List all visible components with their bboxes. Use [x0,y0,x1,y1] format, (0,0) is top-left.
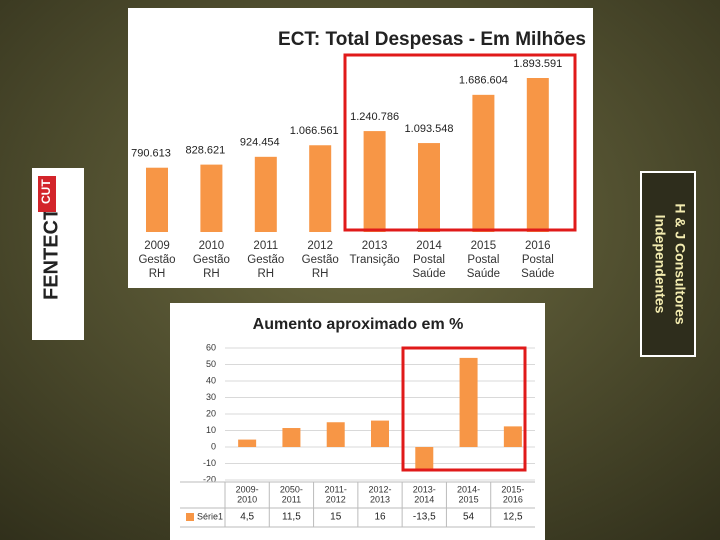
bar [146,167,168,232]
x-tick-label: 2013- [413,484,436,494]
y-tick-label: 0 [211,441,216,451]
x-tick-label: Saúde [521,268,554,280]
table-value: 54 [463,512,475,523]
x-tick-label: 2050- [280,484,303,494]
legend-swatch [186,513,194,521]
bar [503,426,522,447]
bar [309,145,332,232]
data-label: 924.454 [240,137,280,149]
data-label: 1.093.548 [405,123,454,135]
x-tick-label: 2015 [459,494,479,504]
x-tick-label: RH [203,268,220,280]
x-tick-label: 2010 [199,240,225,252]
y-tick-label: 30 [206,392,216,402]
x-tick-label: 2014- [457,484,480,494]
side-box [640,171,696,357]
bar [418,143,440,232]
data-label: 790.613 [131,148,171,160]
bar [200,164,223,232]
bar [363,131,386,232]
chart-title: Aumento aproximado em % [253,316,464,333]
x-tick-label: 2012 [326,494,346,504]
y-tick-label: 10 [206,425,216,435]
x-tick-label: Transição [350,254,400,266]
x-tick-label: 2016 [503,494,523,504]
x-tick-label: 2015- [501,484,524,494]
chart-title: ECT: Total Despesas - Em Milhões [278,29,586,50]
x-tick-label: RH [312,268,329,280]
highlight-box [343,53,577,232]
bar [254,156,277,232]
y-tick-label: 60 [206,342,216,352]
logo-name: FENTECT [40,208,62,300]
x-tick-label: 2013 [362,240,388,252]
bar [326,422,345,447]
x-tick-label: Postal [413,254,445,266]
bar [526,78,549,232]
x-tick-label: 2009 [144,240,170,252]
x-tick-label: 2011 [282,494,301,504]
bar [415,447,434,470]
bar [472,94,495,233]
logo-badge: CUT [39,179,53,204]
table-value: 16 [374,512,386,523]
x-tick-label: 2010 [237,494,257,504]
x-tick-label: 2012 [307,240,333,252]
x-tick-label: 2014 [416,240,442,252]
bar [459,357,478,447]
y-tick-label: -20 [203,474,216,484]
x-tick-label: RH [257,268,274,280]
x-tick-label: Saúde [412,268,445,280]
x-tick-label: Gestão [302,254,339,266]
data-label: 1.686.604 [459,75,508,87]
table-value: 4,5 [240,512,254,523]
highlight-box [401,346,527,472]
y-tick-label: 40 [206,375,216,385]
table-value: 11,5 [282,512,301,523]
x-tick-label: 2013 [370,494,390,504]
x-tick-label: 2012- [368,484,391,494]
bar [371,420,389,447]
side-label: H & J Consultores [672,203,688,325]
y-tick-label: 20 [206,408,216,418]
x-tick-label: Gestão [138,254,175,266]
bar [282,428,301,447]
table-value: -13,5 [413,512,436,523]
data-label: 1.066.561 [290,125,339,137]
x-tick-label: Gestão [247,254,284,266]
x-tick-label: 2009- [236,484,259,494]
data-label: 828.621 [186,145,226,157]
x-tick-label: 2016 [525,240,551,252]
x-tick-label: Saúde [467,268,500,280]
table-value: 12,5 [503,512,523,523]
x-tick-label: Gestão [193,254,230,266]
x-tick-label: 2014 [414,494,434,504]
x-tick-label: 2015 [471,240,497,252]
x-tick-label: Postal [522,254,554,266]
x-tick-label: Postal [467,254,499,266]
data-label: 1.240.786 [350,111,399,123]
x-tick-label: RH [149,268,166,280]
x-tick-label: 2011- [325,484,347,494]
legend-label: Série1 [197,511,223,521]
y-tick-label: 50 [206,359,216,369]
y-tick-label: -10 [203,458,216,468]
bar [238,439,257,447]
data-label: 1.893.591 [513,58,562,70]
side-label: Independentes [652,215,668,314]
x-tick-label: 2011 [253,240,278,252]
logo-badge-box [38,176,56,212]
table-value: 15 [330,512,342,523]
